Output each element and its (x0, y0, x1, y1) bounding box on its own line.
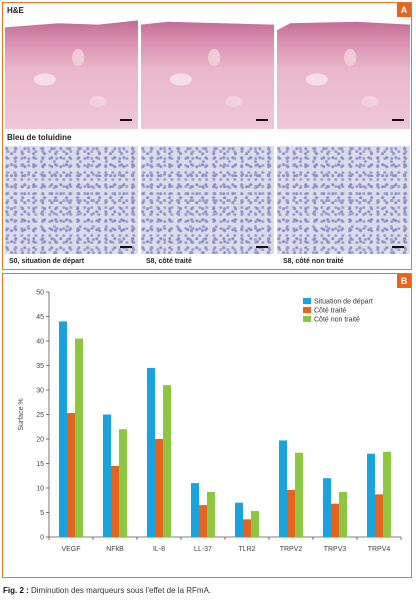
y-tick-label: 25 (36, 412, 44, 419)
he-micrograph-2 (141, 19, 274, 129)
y-axis-label: Surface % (18, 398, 25, 430)
bar (199, 505, 207, 537)
figure-caption-label: Fig. 2 : (3, 586, 29, 595)
figure-caption-text: Diminution des marqueurs sous l'effet de… (28, 586, 212, 595)
legend-swatch (303, 307, 311, 313)
bar (59, 321, 67, 537)
bar (119, 429, 127, 537)
he-micrograph-1 (5, 19, 138, 129)
bar (111, 465, 119, 537)
panel-a-micrographs: A H&E Bleu de toluidine S0, situation de… (2, 2, 412, 270)
bar (163, 385, 171, 537)
bar (191, 483, 199, 537)
x-tick-label: TLR2 (238, 546, 255, 553)
x-tick-label: TRPV4 (368, 546, 391, 553)
y-tick-label: 0 (40, 535, 44, 542)
bar (67, 413, 75, 537)
bar (103, 414, 111, 537)
legend-label: Côté non traité (314, 317, 360, 324)
x-tick-label: LL-37 (194, 546, 212, 553)
panel-a-badge: A (397, 3, 411, 17)
panel-b-chart: B 0 5 10 15 20 25 30 35 40 45 50 Surface % VEGF NFkB I… (2, 273, 412, 578)
bar (155, 439, 163, 537)
scale-bar (120, 246, 132, 248)
bar (147, 367, 155, 537)
y-tick-label: 5 (40, 510, 44, 517)
x-tick-label: IL-8 (153, 546, 165, 553)
toluidine-micrograph-1 (5, 146, 138, 254)
bar (323, 478, 331, 537)
legend-label: Situation de départ (314, 299, 373, 306)
y-tick-label: 10 (36, 486, 44, 493)
toluidine-label: Bleu de toluidine (7, 133, 72, 142)
bar (331, 503, 339, 537)
y-tick-label: 20 (36, 437, 44, 444)
he-micrograph-3 (277, 19, 410, 129)
scale-bar (392, 246, 404, 248)
legend-swatch (303, 316, 311, 322)
bar (367, 453, 375, 537)
bar (251, 511, 259, 537)
he-label: H&E (7, 6, 24, 15)
bar (207, 491, 215, 537)
x-tick-label: NFkB (106, 546, 124, 553)
bar (339, 491, 347, 537)
y-tick-label: 35 (36, 363, 44, 370)
scale-bar (120, 119, 132, 121)
scale-bar (256, 246, 268, 248)
caption-s8-treated: S8, côté traité (146, 258, 192, 265)
bar (279, 440, 287, 537)
legend-swatch (303, 298, 311, 304)
caption-s8-untreated: S8, côté non traité (283, 258, 344, 265)
figure-caption: Fig. 2 : Diminution des marqueurs sous l… (3, 586, 211, 595)
x-tick-label: TRPV3 (324, 546, 347, 553)
panel-b-badge: B (397, 274, 411, 288)
bar (375, 494, 383, 537)
scale-bar (392, 119, 404, 121)
y-tick-label: 45 (36, 314, 44, 321)
legend-label: Côté traité (314, 308, 346, 315)
bar (383, 451, 391, 537)
x-tick-label: VEGF (61, 546, 80, 553)
x-tick-label: TRPV2 (280, 546, 303, 553)
y-tick-label: 40 (36, 339, 44, 346)
toluidine-micrograph-3 (277, 146, 410, 254)
y-tick-label: 15 (36, 461, 44, 468)
caption-s0: S0, situation de départ (9, 258, 85, 265)
y-tick-label: 30 (36, 388, 44, 395)
bar (287, 489, 295, 537)
scale-bar (256, 119, 268, 121)
toluidine-micrograph-2 (141, 146, 274, 254)
bar (75, 338, 83, 537)
bar (295, 452, 303, 537)
y-tick-label: 50 (36, 290, 44, 297)
bar (235, 502, 243, 537)
bar-chart: 0 5 10 15 20 25 30 35 40 45 50 Surface % VEGF NFkB IL-… (18, 290, 402, 553)
bar (243, 519, 251, 537)
